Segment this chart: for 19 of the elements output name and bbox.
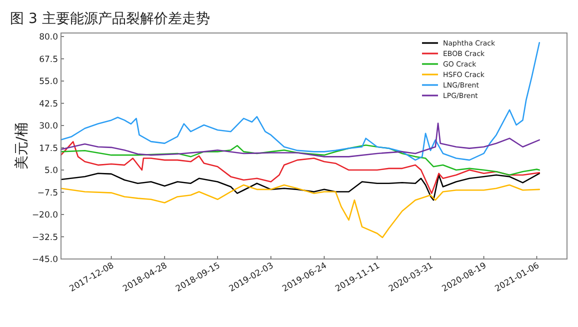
line-series (60, 122, 540, 158)
line-series (60, 144, 540, 176)
y-tick-label: 55.0 (39, 77, 58, 88)
y-tick-label: 17.5 (39, 144, 58, 154)
y-tick-label: −20.0 (32, 210, 58, 221)
line-series (60, 141, 540, 194)
chart-title: 图 3 主要能源产品裂解价差走势 (10, 11, 210, 27)
y-tick-label: 42.5 (39, 99, 58, 110)
y-tick-label: 80.0 (39, 32, 58, 43)
line-series (60, 42, 540, 161)
y-axis-title: 美元/桶 (14, 122, 30, 170)
line-series (60, 172, 540, 201)
y-tick-label: −32.5 (32, 232, 58, 243)
y-tick-label: −45.0 (32, 255, 58, 265)
line-series (60, 184, 540, 238)
y-tick-label: 67.5 (39, 54, 58, 65)
y-tick-label: 5.0 (44, 166, 58, 176)
y-tick-label: 30.0 (39, 122, 58, 132)
y-tick-label: −7.5 (37, 188, 58, 198)
